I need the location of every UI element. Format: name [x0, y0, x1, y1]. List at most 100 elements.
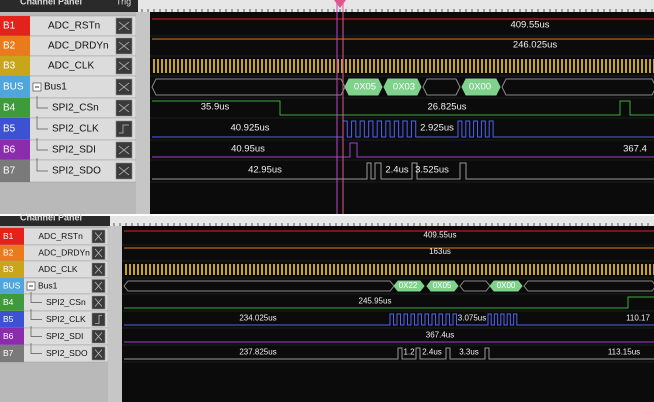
clock-pulse — [245, 59, 247, 73]
clock-pulse — [437, 264, 439, 275]
trigger-icon — [118, 21, 130, 31]
trigger-icon — [94, 248, 103, 258]
clock-pulse — [205, 59, 207, 73]
clock-pulse — [513, 59, 515, 73]
header — [0, 216, 110, 226]
clock-pulse — [549, 264, 551, 275]
clock-pulse — [197, 59, 199, 73]
clock-pulse — [497, 264, 499, 275]
channel-id: B5 — [3, 314, 14, 324]
clock-pulse — [557, 59, 559, 73]
channel-id-box — [0, 56, 30, 76]
channel-id: B6 — [3, 145, 16, 156]
trigger-icon — [94, 332, 103, 341]
clock-pulse — [353, 59, 355, 73]
clock-pulse — [609, 59, 611, 73]
clock-pulse — [309, 59, 311, 73]
channel-name: Bus1 — [44, 82, 67, 93]
cursor-handle[interactable] — [334, 0, 346, 8]
measurement-label: 237.825us — [239, 348, 276, 357]
channel-name: Bus1 — [38, 280, 58, 290]
channel-id-box — [0, 328, 24, 345]
clock-pulse — [525, 59, 527, 73]
waveform — [124, 313, 654, 326]
clock-pulse — [553, 59, 555, 73]
channel-id-box — [0, 98, 30, 118]
waveform — [152, 162, 654, 180]
clock-pulse — [429, 59, 431, 73]
trigger-button[interactable] — [115, 120, 133, 138]
clock-pulse — [517, 264, 519, 275]
measurement-label: 42.95us — [248, 165, 282, 176]
clock-pulse — [461, 59, 463, 73]
clock-pulse — [529, 59, 531, 73]
channel-id-box — [0, 278, 24, 294]
clock-pulse — [201, 264, 203, 275]
clock-pulse — [373, 59, 375, 73]
clock-pulse — [301, 59, 303, 73]
clock-pulse — [281, 59, 283, 73]
trigger-button[interactable] — [91, 312, 106, 327]
clock-pulse — [393, 264, 395, 275]
clock-pulse — [221, 264, 223, 275]
clock-pulse — [645, 59, 647, 73]
measurement-label: 2.4us — [422, 348, 442, 357]
clock-pulse — [409, 59, 411, 73]
channel-name: SPI2_SDO — [52, 166, 101, 177]
clock-pulse — [209, 59, 211, 73]
clock-pulse — [449, 59, 451, 73]
clock-pulse — [569, 59, 571, 73]
trigger-icon — [118, 145, 130, 155]
clock-pulse — [277, 264, 279, 275]
clock-pulse — [357, 59, 359, 73]
header-title: Channel Panel — [20, 0, 82, 6]
clock-pulse — [345, 264, 347, 275]
clock-pulse — [469, 264, 471, 275]
clock-pulse — [509, 59, 511, 73]
clock-pulse — [377, 59, 379, 73]
clock-pulse — [225, 264, 227, 275]
clock-pulse — [313, 264, 315, 275]
clock-pulse — [181, 264, 183, 275]
clock-pulse — [649, 264, 651, 275]
clock-pulse — [349, 264, 351, 275]
clock-pulse — [309, 264, 311, 275]
clock-pulse — [225, 59, 227, 73]
clock-pulse — [637, 264, 639, 275]
channel-id-box — [0, 36, 30, 56]
clock-pulse — [421, 264, 423, 275]
clock-pulse — [297, 264, 299, 275]
clock-pulse — [329, 59, 331, 73]
clock-pulse — [185, 264, 187, 275]
measurement-label: 245.95us — [359, 297, 392, 306]
clock-pulse — [305, 264, 307, 275]
clock-pulse — [441, 264, 443, 275]
clock-pulse — [597, 264, 599, 275]
clock-pulse — [261, 59, 263, 73]
channel-id-box — [0, 160, 30, 182]
clock-pulse — [181, 59, 183, 73]
clock-pulse — [321, 264, 323, 275]
clock-pulse — [453, 264, 455, 275]
bus-value: 0X05 — [354, 82, 376, 93]
clock-pulse — [621, 59, 623, 73]
clock-pulse — [429, 264, 431, 275]
clock-pulse — [505, 59, 507, 73]
ruler — [110, 216, 654, 226]
bus-value: 0X22 — [399, 281, 418, 290]
channel-id-box — [0, 228, 24, 245]
clock-pulse — [433, 264, 435, 275]
clock-pulse — [173, 264, 175, 275]
clock-pulse — [157, 264, 159, 275]
channel-id-box — [0, 345, 24, 362]
clock-pulse — [425, 59, 427, 73]
channel-name: SPI2_CLK — [52, 124, 99, 135]
clock-pulse — [557, 264, 559, 275]
channel-id: B3 — [3, 264, 14, 274]
clock-pulse — [293, 264, 295, 275]
clock-pulse — [577, 264, 579, 275]
clock-pulse — [441, 59, 443, 73]
channel-id: BUS — [3, 82, 24, 93]
tree-line — [36, 96, 48, 109]
